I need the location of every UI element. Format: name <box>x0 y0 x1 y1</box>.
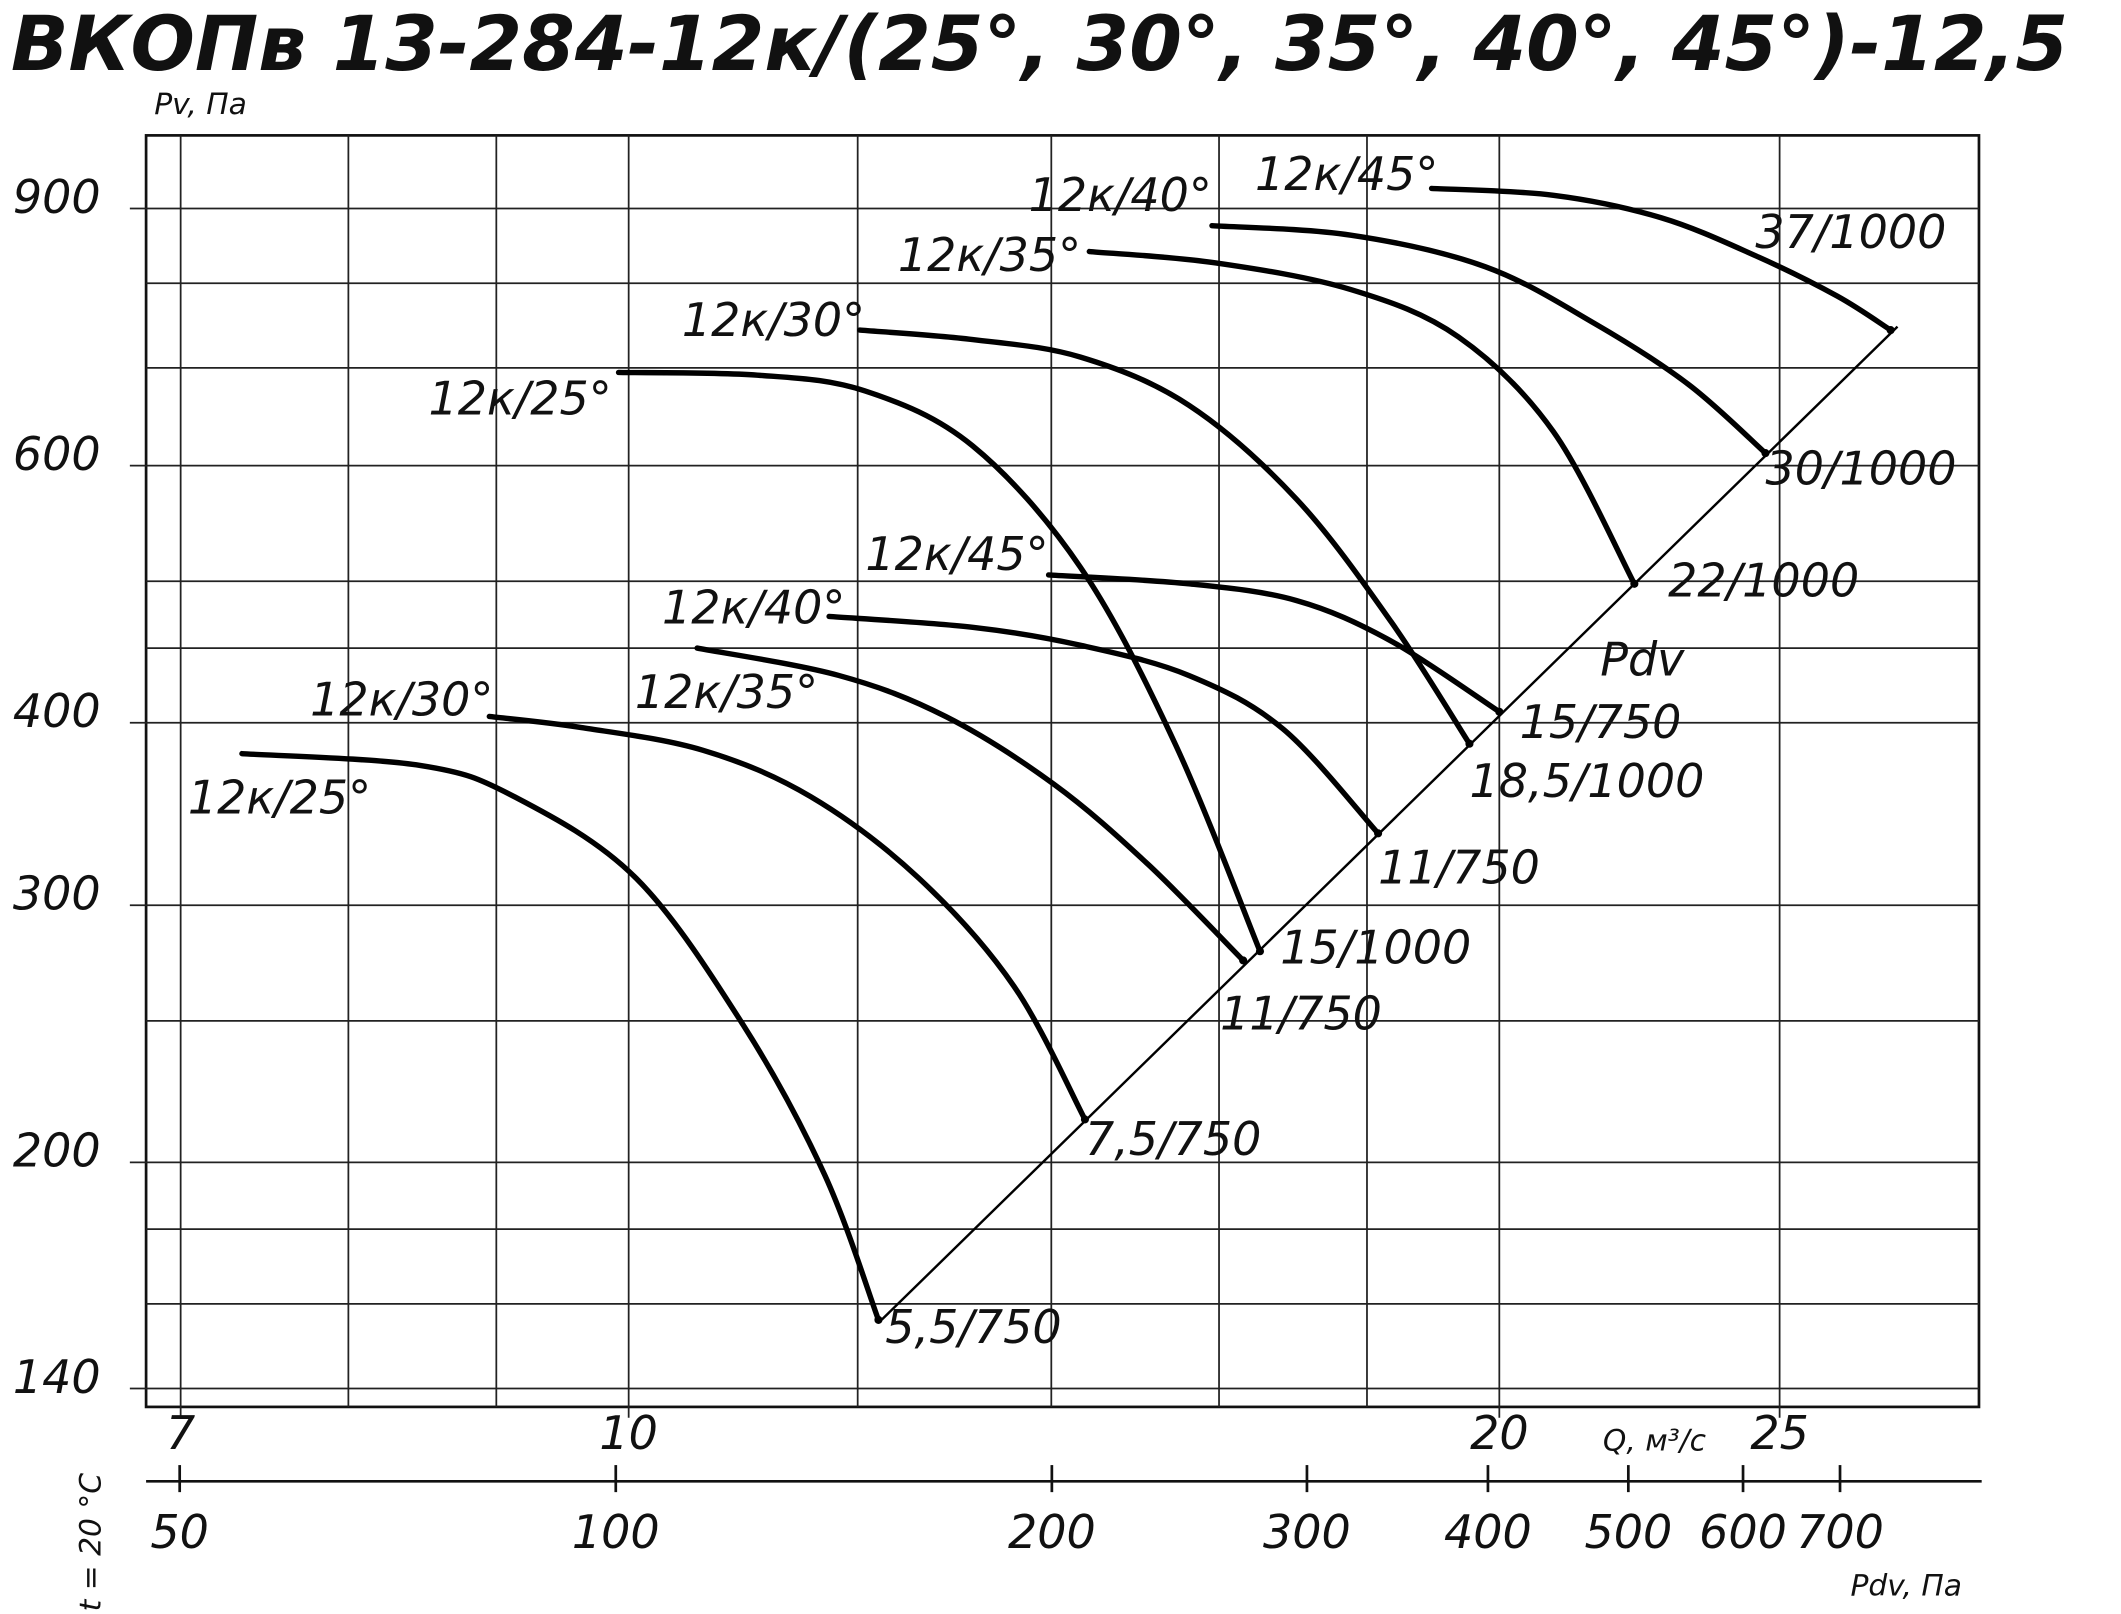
curve <box>857 327 1473 747</box>
x2-tick-label: 500 <box>1584 1505 1672 1559</box>
curve-end-label: 37/1000 <box>1755 205 1946 259</box>
y-tick-label: 140 <box>13 1350 101 1404</box>
curve <box>694 645 1246 964</box>
curve-end-label: 22/1000 <box>1668 553 1859 607</box>
curve-end-dot <box>1886 326 1895 335</box>
curve-end-dot <box>1465 739 1474 748</box>
curve-name: 12к/45° <box>865 527 1048 581</box>
y-tick-label: 300 <box>13 867 101 921</box>
curve <box>1209 222 1769 456</box>
curve-name: 12к/45° <box>1255 147 1438 201</box>
curve-end-dot <box>874 1315 883 1324</box>
pdv-line <box>880 325 1899 1321</box>
x-tick-label: 10 <box>599 1406 658 1460</box>
curve-name: 12к/25° <box>188 770 371 824</box>
curve-name: 12к/25° <box>429 372 612 426</box>
chart-title: ВКОПв 13-284-12к/(25°, 30°, 35°, 40°, 45… <box>11 0 2068 88</box>
x2-tick-label: 400 <box>1444 1505 1532 1559</box>
pdv-label: Pdv <box>1600 632 1685 686</box>
curve <box>239 750 882 1323</box>
curve-end-dot <box>1761 449 1770 458</box>
curve <box>1045 572 1503 715</box>
x-tick-label: 20 <box>1470 1406 1529 1460</box>
curve-end-label: 15/750 <box>1520 695 1682 749</box>
curve-end-dot <box>1630 579 1639 588</box>
curve-end-label: 7,5/750 <box>1085 1112 1261 1166</box>
curve <box>1086 248 1638 587</box>
y-axis-label: Pv, Па <box>154 87 247 122</box>
x2-tick-label: 300 <box>1263 1505 1351 1559</box>
x2-tick-label: 50 <box>150 1505 209 1559</box>
x2-tick-label: 600 <box>1699 1505 1787 1559</box>
x2-tick-label: 100 <box>572 1505 660 1559</box>
curve-name: 12к/35° <box>635 665 818 719</box>
curve-name: 12к/35° <box>898 228 1081 282</box>
y-tick-label: 400 <box>13 684 101 738</box>
note: t = 20 °C <box>73 1473 108 1612</box>
curve-end-label: 30/1000 <box>1765 442 1956 496</box>
curve-end-label: 11/750 <box>1220 987 1382 1041</box>
plot-frame <box>144 134 1981 1409</box>
curve-end-dot <box>1255 947 1265 956</box>
curve-name: 12к/40° <box>1029 168 1212 222</box>
curve-end-label: 15/1000 <box>1280 921 1471 975</box>
curve-end-dot <box>1495 707 1504 716</box>
x-tick-label: 25 <box>1750 1406 1809 1460</box>
curve-end-label: 11/750 <box>1378 841 1540 895</box>
curve-name: 12к/40° <box>662 581 845 635</box>
y-tick-label: 600 <box>13 427 101 481</box>
y-tick-label: 900 <box>13 170 101 224</box>
curve <box>486 713 1088 1123</box>
x2-tick-label: 700 <box>1796 1505 1884 1559</box>
x2-axis-label: Pdv, Па <box>1850 1568 1962 1603</box>
curve <box>1428 185 1894 333</box>
curve-end-label: 5,5/750 <box>885 1300 1061 1354</box>
x2-tick-label: 200 <box>1008 1505 1096 1559</box>
curve <box>615 369 1263 954</box>
y-tick-label: 200 <box>13 1124 101 1178</box>
curve-end-dot <box>1239 956 1248 965</box>
curve-end-dot <box>1080 1115 1090 1124</box>
x-axis-label: Q, м³/с <box>1603 1424 1706 1459</box>
curve-end-label: 18,5/1000 <box>1469 754 1704 808</box>
curve-name: 12к/30° <box>310 672 493 726</box>
curve-end-dot <box>1374 829 1383 838</box>
x-tick-label: 7 <box>166 1406 195 1460</box>
curve-name: 12к/30° <box>682 293 865 347</box>
